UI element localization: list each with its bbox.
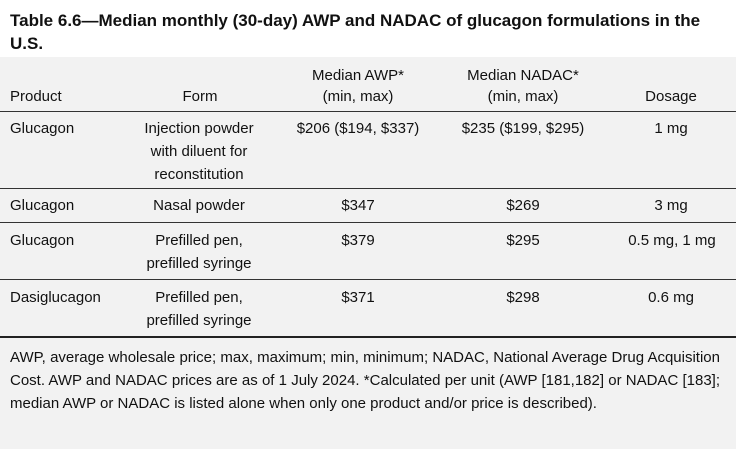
row2-nadac: $269 bbox=[506, 197, 540, 214]
header-form: Form bbox=[182, 88, 218, 105]
title-bar: Table 6.6—Median monthly (30-day) AWP an… bbox=[0, 0, 736, 57]
header-product: Product bbox=[10, 88, 62, 105]
row3-rule bbox=[0, 279, 736, 280]
header-nadac-line2: (min, max) bbox=[487, 88, 559, 105]
row2-form-line1: Nasal powder bbox=[153, 197, 245, 214]
row2-product: Glucagon bbox=[10, 197, 75, 214]
header-dosage: Dosage bbox=[645, 88, 697, 105]
row2-awp: $347 bbox=[341, 197, 375, 214]
row4-awp: $371 bbox=[341, 289, 375, 306]
row4-dosage: 0.6 mg bbox=[648, 289, 694, 306]
row3-product: Glucagon bbox=[10, 232, 75, 249]
row1-awp: $206 ($194, $337) bbox=[296, 120, 420, 137]
row3-nadac: $295 bbox=[506, 232, 540, 249]
row3-form-line2: prefilled syringe bbox=[146, 255, 252, 272]
row1-form-line2: with diluent for bbox=[150, 143, 248, 160]
row1-rule bbox=[0, 188, 736, 189]
row1-form-line3: reconstitution bbox=[154, 166, 244, 183]
row1-form-line1: Injection powder bbox=[144, 120, 254, 137]
header-nadac-line1: Median NADAC* bbox=[467, 67, 579, 84]
row1-dosage: 1 mg bbox=[654, 120, 688, 137]
row3-form-line1: Prefilled pen, bbox=[155, 232, 243, 249]
row3-awp: $379 bbox=[341, 232, 375, 249]
row4-form-line1: Prefilled pen, bbox=[155, 289, 243, 306]
row1-product: Glucagon bbox=[10, 120, 75, 137]
table-footnote: AWP, average wholesale price; max, maxim… bbox=[10, 349, 720, 412]
header-awp-line1: Median AWP* bbox=[312, 67, 404, 84]
row3-dosage: 0.5 mg, 1 mg bbox=[628, 232, 716, 249]
table-bottom-rule bbox=[0, 336, 736, 338]
row2-rule bbox=[0, 222, 736, 223]
header-rule bbox=[0, 111, 736, 112]
table-title: Table 6.6—Median monthly (30-day) AWP an… bbox=[10, 11, 701, 53]
row2-dosage: 3 mg bbox=[654, 197, 688, 214]
row1-nadac: $235 ($199, $295) bbox=[461, 120, 585, 137]
row4-product: Dasiglucagon bbox=[10, 289, 101, 306]
header-awp-line2: (min, max) bbox=[322, 88, 394, 105]
row4-form-line2: prefilled syringe bbox=[146, 312, 252, 329]
row4-nadac: $298 bbox=[506, 289, 540, 306]
